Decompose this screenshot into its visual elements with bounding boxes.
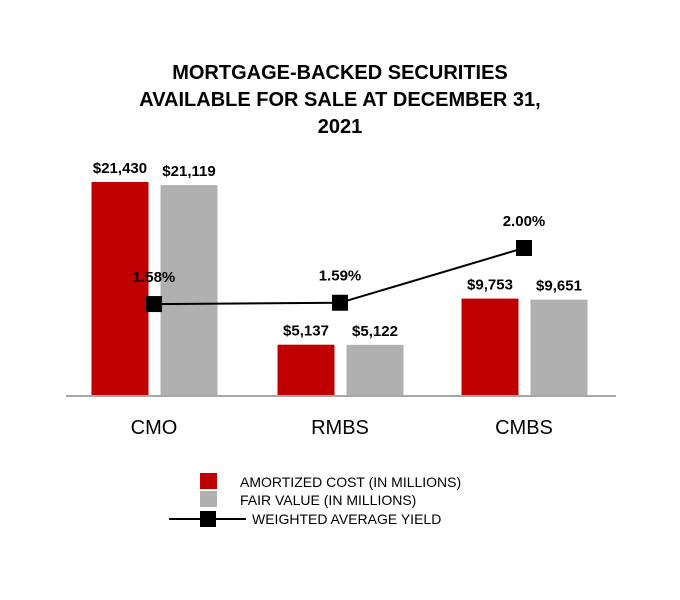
yield-marker bbox=[332, 294, 348, 311]
yield-value-label: 1.58% bbox=[133, 269, 176, 286]
bar-value-label: $5,137 bbox=[283, 323, 329, 340]
bar-cmbs-amortized-cost bbox=[461, 298, 519, 396]
bar-value-label: $21,430 bbox=[93, 160, 147, 177]
legend-label: AMORTIZED COST (IN MILLIONS) bbox=[240, 474, 461, 490]
bar-value-label: $9,651 bbox=[536, 278, 582, 295]
yield-value-label: 1.59% bbox=[319, 268, 362, 285]
chart-title: MORTGAGE-BACKED SECURITIES AVAILABLE FOR… bbox=[60, 60, 620, 141]
legend-swatch-fair-value bbox=[200, 491, 217, 507]
category-label-cmo: CMO bbox=[131, 417, 178, 439]
legend-swatch-amortized-cost bbox=[200, 473, 217, 489]
chart-title-line-2: AVAILABLE FOR SALE AT DECEMBER 31, bbox=[139, 89, 541, 111]
legend-label: WEIGHTED AVERAGE YIELD bbox=[252, 511, 441, 527]
bar-value-label: $21,119 bbox=[162, 163, 215, 180]
yield-marker bbox=[516, 240, 532, 256]
yield-value-label: 2.00% bbox=[503, 213, 546, 230]
yield-marker bbox=[146, 296, 162, 313]
bar-rmbs-fair-value bbox=[346, 344, 404, 396]
category-label-cmbs: CMBS bbox=[495, 417, 553, 439]
bar-rmbs-amortized-cost bbox=[277, 344, 335, 396]
bar-value-label: $9,753 bbox=[467, 277, 513, 294]
chart-title-line-3: 2021 bbox=[317, 116, 363, 138]
bar-cmo-amortized-cost bbox=[91, 182, 149, 396]
legend-label: FAIR VALUE (IN MILLIONS) bbox=[240, 492, 416, 508]
bar-value-label: $5,122 bbox=[352, 323, 398, 340]
legend-marker-yield bbox=[200, 511, 216, 527]
chart-title-line-1: MORTGAGE-BACKED SECURITIES bbox=[172, 62, 508, 84]
bar-cmo-fair-value bbox=[160, 185, 218, 396]
category-label-rmbs: RMBS bbox=[311, 417, 369, 439]
bar-cmbs-fair-value bbox=[530, 299, 588, 396]
